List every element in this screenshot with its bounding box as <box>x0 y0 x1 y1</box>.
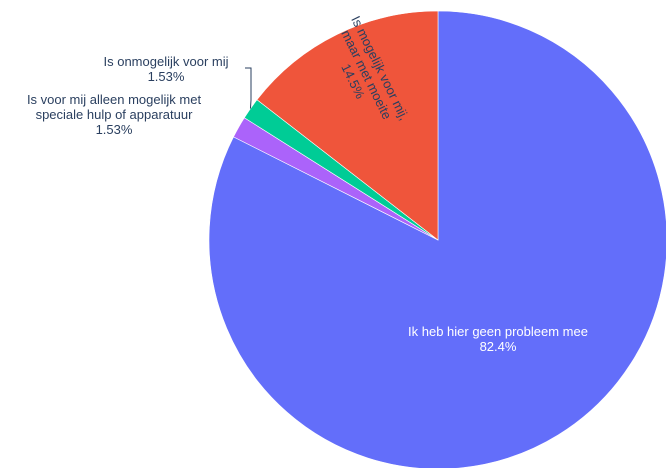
slice-label-1: Is voor mij alleen mogelijk met speciale … <box>27 92 202 137</box>
slice-label-0-line: 82.4% <box>480 339 517 354</box>
pie-slice-3[interactable] <box>256 10 439 241</box>
slice-label-0: Ik heb hier geen probleem mee 82.4% <box>408 324 588 354</box>
slice-label-0-line: Ik heb hier geen probleem mee <box>408 324 588 339</box>
slice-label-2: Is onmogelijk voor mij 1.53% <box>104 54 229 84</box>
slice-leader-2 <box>245 67 252 109</box>
slice-label-1-line: Is voor mij alleen mogelijk met <box>27 92 202 107</box>
pie-slices <box>208 10 666 470</box>
slice-label-1-line: speciale hulp of apparatuur <box>36 107 194 122</box>
slice-label-1-line: 1.53% <box>96 122 133 137</box>
slice-label-2-line: Is onmogelijk voor mij <box>104 54 229 69</box>
slice-label-2-line: 1.53% <box>148 69 185 84</box>
